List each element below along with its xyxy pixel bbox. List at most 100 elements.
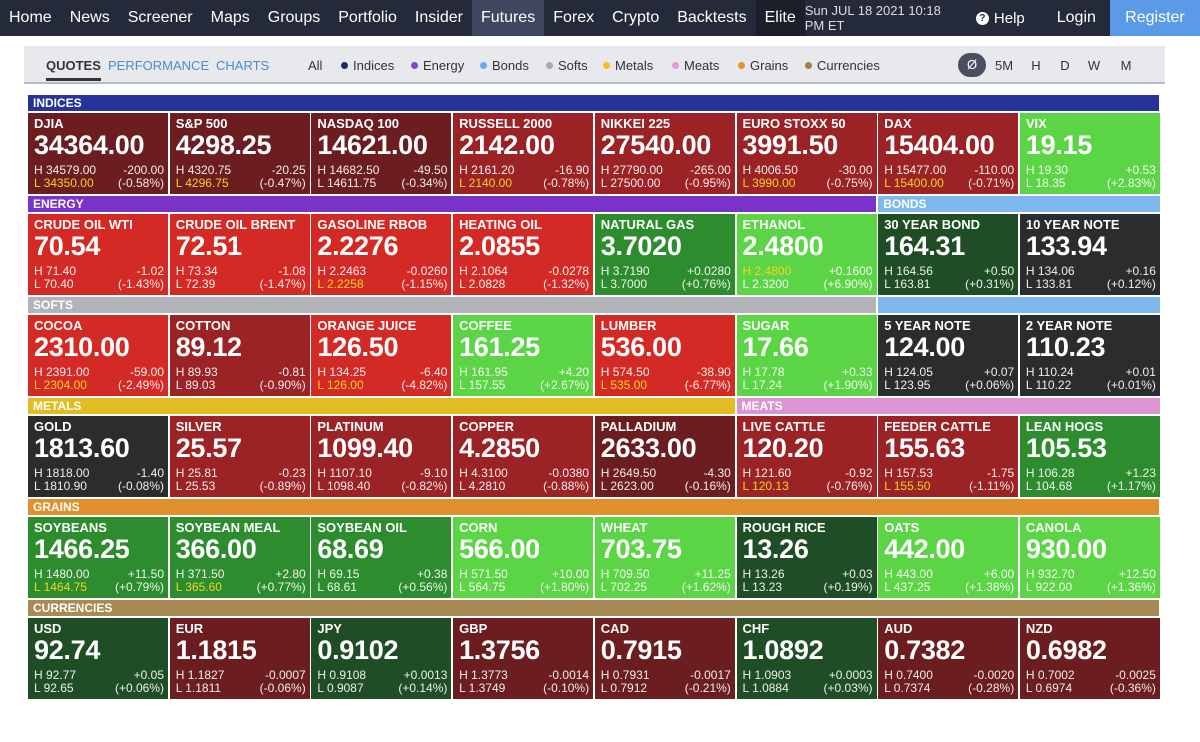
futures-tile[interactable]: FEEDER CATTLE 155.63 H 157.53 L 155.50 -1.75… xyxy=(878,416,1019,497)
futures-tile[interactable]: CRUDE OIL BRENT 72.51 H 73.34 L 72.39 -1.08(… xyxy=(169,214,310,295)
nav-item-news[interactable]: News xyxy=(69,9,110,26)
filter-dot-icon xyxy=(341,62,348,69)
futures-tile[interactable]: SILVER 25.57 H 25.81 L 25.53 -0.23 (-0.89%) xyxy=(169,416,310,497)
futures-tile[interactable]: WHEAT 703.75 H 709.50 L 702.25 +11.25 (+1.62%… xyxy=(594,517,735,598)
timeframe-none[interactable]: Ø xyxy=(958,53,986,77)
futures-tile[interactable]: CAD 0.7915 H 0.7931 L 0.7912 -0.0017 (-0.21%) xyxy=(594,618,735,699)
timeframe-w[interactable]: W xyxy=(1087,58,1101,73)
nav-item-elite[interactable]: Elite xyxy=(755,0,805,36)
futures-tile[interactable]: HEATING OIL 2.0855 H 2.1064 L 2.0828 -0.0278… xyxy=(453,214,594,295)
futures-tile[interactable]: 10 YEAR NOTE 133.94 H 134.06 L 133.81 +0.16(… xyxy=(1019,214,1160,295)
tab-performance[interactable]: PERFORMANCE xyxy=(108,58,210,73)
tab-charts[interactable]: CHARTS xyxy=(216,58,270,73)
filter-all[interactable]: All xyxy=(308,58,322,73)
filter-label: Bonds xyxy=(492,58,529,73)
futures-tile[interactable]: COPPER 4.2850 H 4.3100 L 4.2810 -0.0380 (-0.8… xyxy=(453,416,594,497)
futures-tile[interactable]: DJIA 34364.00 H 34579.00 L 34350.00 -200.00(… xyxy=(28,113,168,194)
nav-item-crypto[interactable]: Crypto xyxy=(612,9,660,26)
futures-tile[interactable]: NZD 0.6982 H 0.7002 L 0.6974 -0.0025 (-0.36%) xyxy=(1019,618,1160,699)
nav-item-groups[interactable]: Groups xyxy=(267,9,321,26)
nav-item-futures[interactable]: Futures xyxy=(471,0,545,36)
futures-tile[interactable]: COFFEE 161.25 H 161.95 L 157.55 +4.20 (+2.67%… xyxy=(453,315,594,396)
group-header-grains: GRAINS xyxy=(28,499,1159,515)
tile-change: +11.25 xyxy=(694,567,731,581)
filter-energy[interactable]: Energy xyxy=(411,58,464,73)
nav-item-maps[interactable]: Maps xyxy=(210,9,250,26)
tile-change: -265.00 xyxy=(690,163,731,177)
futures-tile[interactable]: ROUGH RICE 13.26 H 13.26 L 13.23 +0.03 (+0.19… xyxy=(736,517,877,598)
futures-tile[interactable]: RUSSELL 2000 2142.00 H 2161.20 L 2140.00 -16… xyxy=(453,113,594,194)
tile-change: +6.00 xyxy=(983,567,1015,581)
futures-tile[interactable]: LUMBER 536.00 H 574.50 L 535.00 -38.90 (-6.77… xyxy=(594,315,735,396)
futures-tile[interactable]: LIVE CATTLE 120.20 H 121.60 L 120.13 -0.92 (-… xyxy=(736,416,877,497)
futures-tile[interactable]: ETHANOL 2.4800 H 2.4800 L 2.3200 +0.1600 (+6.… xyxy=(736,214,877,295)
futures-tile[interactable]: GASOLINE RBOB 2.2276 H 2.2463 L 2.2258 -0.02… xyxy=(311,214,452,295)
nav-item-insider[interactable]: Insider xyxy=(414,9,463,26)
futures-tile[interactable]: 5 YEAR NOTE 124.00 H 124.05 L 123.95 +0.07 (+… xyxy=(878,315,1019,396)
filter-bonds[interactable]: Bonds xyxy=(480,58,529,73)
futures-tile[interactable]: CHF 1.0892 H 1.0903 L 1.0884 +0.0003 (+0.03%) xyxy=(736,618,877,699)
filter-softs[interactable]: Softs xyxy=(546,58,588,73)
futures-tile[interactable]: 2 YEAR NOTE 110.23 H 110.24 L 110.22 +0.01 (+… xyxy=(1019,315,1160,396)
futures-tile[interactable]: SOYBEAN MEAL 366.00 H 371.50 L 365.60 +2.80(… xyxy=(169,517,310,598)
tile-price: 0.7915 xyxy=(600,635,682,665)
futures-tile[interactable]: 30 YEAR BOND 164.31 H 164.56 L 163.81 +0.50(… xyxy=(878,214,1019,295)
filter-metals[interactable]: Metals xyxy=(603,58,653,73)
tab-quotes[interactable]: QUOTES xyxy=(46,58,101,81)
help-link[interactable]: ? Help xyxy=(972,0,1043,36)
timeframe-h[interactable]: H xyxy=(1031,58,1041,73)
tile-high: H 25.81 xyxy=(175,466,218,480)
futures-tile[interactable]: S&P 500 4298.25 H 4320.75 L 4296.75 -20.25 (-… xyxy=(169,113,310,194)
futures-tile[interactable]: SUGAR 17.66 H 17.78 L 17.24 +0.33 (+1.90%) xyxy=(736,315,877,396)
tile-price: 14621.00 xyxy=(317,130,428,160)
tile-high: H 4320.75 xyxy=(175,163,232,177)
futures-tile[interactable]: SOYBEANS 1466.25 H 1480.00 L 1464.75 +11.50(… xyxy=(28,517,168,598)
futures-tile[interactable]: OATS 442.00 H 443.00 L 437.25 +6.00 (+1.38%) xyxy=(878,517,1019,598)
futures-tile[interactable]: EURO STOXX 50 3991.50 H 4006.50 L 3990.00 -3… xyxy=(736,113,877,194)
nav-item-portfolio[interactable]: Portfolio xyxy=(338,9,397,26)
tile-low: L 1.3749 xyxy=(459,681,506,695)
futures-tile[interactable]: VIX 19.15 H 19.30 L 18.35 +0.53 (+2.83%) xyxy=(1019,113,1160,194)
futures-tile[interactable]: NIKKEI 225 27540.00 H 27790.00 L 27500.00 -2… xyxy=(594,113,735,194)
futures-tile[interactable]: EUR 1.1815 H 1.1827 L 1.1811 -0.0007 (-0.06%) xyxy=(169,618,310,699)
futures-tile[interactable]: JPY 0.9102 H 0.9108 L 0.9087 +0.0013 (+0.14%) xyxy=(311,618,452,699)
futures-tile[interactable]: COTTON 89.12 H 89.93 L 89.03 -0.81 (-0.90%) xyxy=(169,315,310,396)
filter-grains[interactable]: Grains xyxy=(738,58,788,73)
timeframe-m[interactable]: M xyxy=(1120,58,1132,73)
timeframe-d[interactable]: D xyxy=(1060,58,1070,73)
help-label: Help xyxy=(993,9,1025,27)
tile-name: LUMBER xyxy=(600,318,657,333)
tile-change: +0.0280 xyxy=(687,264,731,278)
nav-item-screener[interactable]: Screener xyxy=(127,9,193,26)
futures-tile[interactable]: PALLADIUM 2633.00 H 2649.50 L 2623.00 -4.30(… xyxy=(594,416,735,497)
futures-tile[interactable]: CORN 566.00 H 571.50 L 564.75 +10.00 (+1.80%) xyxy=(453,517,594,598)
futures-tile[interactable]: NASDAQ 100 14621.00 H 14682.50 L 14611.75 -4… xyxy=(311,113,452,194)
tile-change-percent: (+0.31%) xyxy=(965,277,1015,291)
futures-tile[interactable]: SOYBEAN OIL 68.69 H 69.15 L 68.61 +0.38 (+0.5… xyxy=(311,517,452,598)
timeframe-5m[interactable]: 5M xyxy=(994,58,1014,73)
futures-tile[interactable]: USD 92.74 H 92.77 L 92.65 +0.05 (+0.06%) xyxy=(28,618,168,699)
futures-tile[interactable]: ORANGE JUICE 126.50 H 134.25 L 126.00 -6.40(… xyxy=(311,315,452,396)
register-button[interactable]: Register xyxy=(1109,0,1200,36)
tile-change-percent: (-0.88%) xyxy=(543,479,590,493)
futures-tile[interactable]: AUD 0.7382 H 0.7400 L 0.7374 -0.0020 (-0.28%) xyxy=(878,618,1019,699)
futures-tile[interactable]: DAX 15404.00 H 15477.00 L 15400.00 -110.00 (-… xyxy=(878,113,1019,194)
filter-currencies[interactable]: Currencies xyxy=(805,58,880,73)
nav-item-forex[interactable]: Forex xyxy=(553,9,595,26)
nav-item-backtests[interactable]: Backtests xyxy=(677,9,747,26)
tile-high: H 34579.00 xyxy=(34,163,97,177)
futures-tile[interactable]: NATURAL GAS 3.7020 H 3.7190 L 3.7000 +0.0280… xyxy=(594,214,735,295)
tile-name: OATS xyxy=(884,520,920,535)
futures-tile[interactable]: CRUDE OIL WTI 70.54 H 71.40 L 70.40 -1.02 (-1… xyxy=(28,214,168,295)
futures-tile[interactable]: LEAN HOGS 105.53 H 106.28 L 104.68 +1.23 (+1.… xyxy=(1019,416,1160,497)
futures-tile[interactable]: PLATINUM 1099.40 H 1107.10 L 1098.40 -9.10 (-… xyxy=(311,416,452,497)
login-button[interactable]: Login xyxy=(1056,9,1096,26)
filter-indices[interactable]: Indices xyxy=(341,58,394,73)
futures-tile[interactable]: CANOLA 930.00 H 932.70 L 922.00 +12.50 (+1.36… xyxy=(1019,517,1160,598)
futures-tile[interactable]: COCOA 2310.00 H 2391.00 L 2304.00 -59.00 (-2.… xyxy=(28,315,168,396)
futures-tile[interactable]: GBP 1.3756 H 1.3773 L 1.3749 -0.0014 (-0.10%) xyxy=(453,618,594,699)
nav-item-home[interactable]: Home xyxy=(9,9,52,26)
futures-tile[interactable]: GOLD 1813.60 H 1818.00 L 1810.90 -1.40 (-0.08… xyxy=(28,416,168,497)
tile-change: +0.05 xyxy=(133,668,164,682)
filter-meats[interactable]: Meats xyxy=(672,58,719,73)
